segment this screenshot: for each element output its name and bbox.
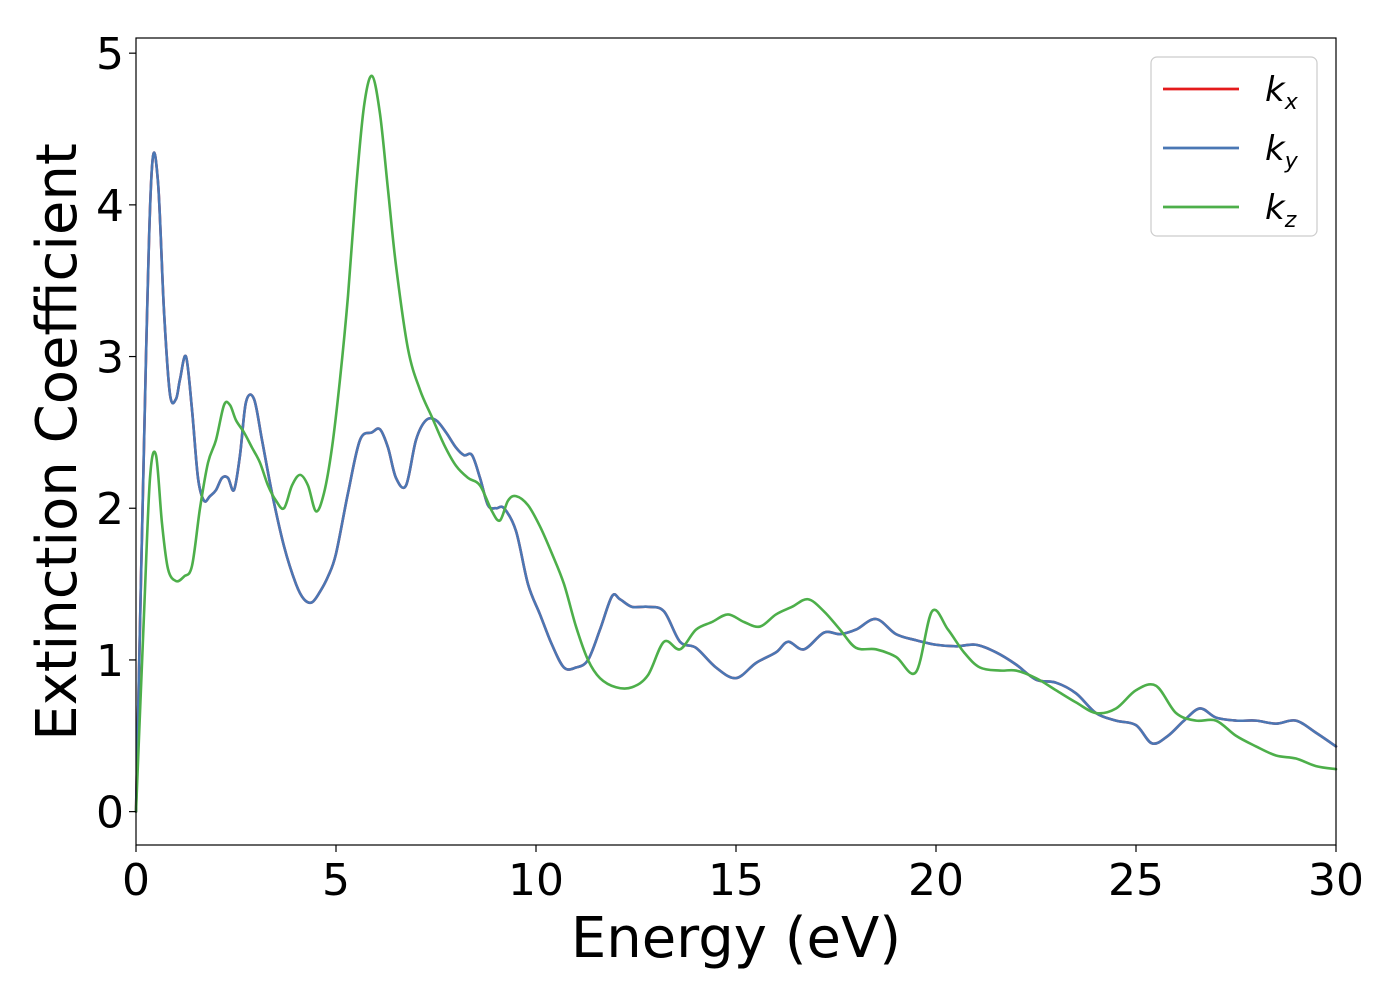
x-tick-label: 5 — [322, 855, 350, 906]
y-tick-label: 5 — [96, 29, 124, 80]
x-tick-label: 15 — [708, 855, 764, 906]
x-tick-label: 20 — [908, 855, 964, 906]
y-tick-label: 1 — [96, 636, 124, 687]
y-tick-label: 0 — [96, 788, 124, 839]
legend: kx ky kz — [1150, 56, 1318, 237]
series-layer — [134, 74, 1338, 813]
legend-label-kz: kz — [1265, 188, 1297, 233]
series-line-kz — [134, 74, 1338, 813]
x-tick-label: 0 — [122, 855, 150, 906]
legend-box — [1150, 56, 1318, 237]
y-axis-title: Extinction Coefficient — [25, 143, 90, 741]
series-line-kx — [134, 151, 1338, 813]
y-tick-label: 4 — [96, 181, 124, 232]
plot-frame — [135, 37, 1337, 846]
x-tick-label: 25 — [1108, 855, 1164, 906]
x-axis-title: Energy (eV) — [571, 906, 901, 971]
axes-layer: 0 5 10 15 20 25 30 0 1 2 3 4 5 — [96, 29, 1364, 906]
y-tick-label: 2 — [96, 484, 124, 535]
legend-label-kx: kx — [1265, 70, 1299, 115]
x-tick-label: 10 — [508, 855, 564, 906]
legend-label-ky: ky — [1265, 129, 1299, 174]
series-line-ky — [134, 151, 1338, 813]
x-tick-label: 30 — [1308, 855, 1364, 906]
y-tick-label: 3 — [96, 333, 124, 384]
